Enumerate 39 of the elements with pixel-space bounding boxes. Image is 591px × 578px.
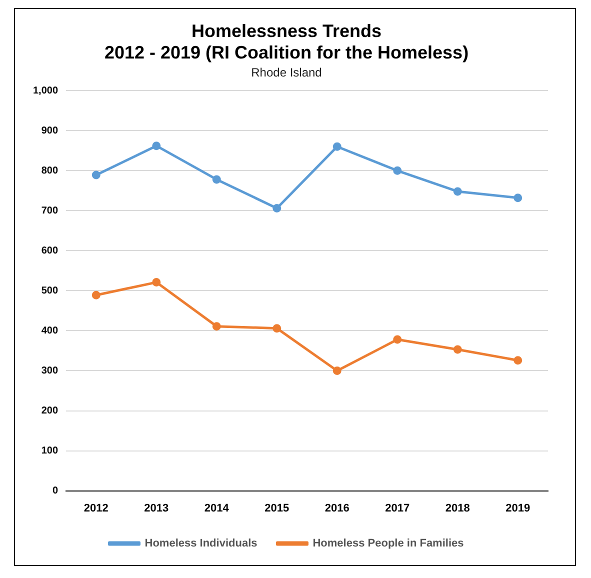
x-tick-label: 2018 xyxy=(445,502,470,514)
x-tick-label: 2019 xyxy=(506,502,530,514)
legend-label: Homeless Individuals xyxy=(144,538,258,550)
y-tick-label: 700 xyxy=(41,205,58,216)
x-tick-label: 2014 xyxy=(204,502,230,514)
point xyxy=(393,166,402,175)
point xyxy=(212,322,221,331)
x-tick-label: 2012 xyxy=(84,502,108,514)
y-tick-label: 100 xyxy=(41,446,58,457)
point xyxy=(514,356,522,365)
point xyxy=(212,175,221,184)
point xyxy=(272,324,282,333)
legend-label: Homeless People in Families xyxy=(312,538,464,550)
y-tick-label: 300 xyxy=(41,365,58,376)
chart-title: Homelessness Trends 2012 - 2019 (RI Coalition for the Homeless) xyxy=(104,20,469,62)
point xyxy=(152,278,161,287)
point xyxy=(332,142,342,151)
y-tick-label: 200 xyxy=(41,406,58,417)
y-tick-label: 500 xyxy=(41,285,58,296)
y-tick-label: 600 xyxy=(41,245,58,256)
y-tick-label: 800 xyxy=(41,165,58,176)
chart-subtitle: Rhode Island xyxy=(251,66,322,80)
y-tick-label: 400 xyxy=(41,325,58,336)
point xyxy=(453,345,462,354)
point xyxy=(453,187,462,196)
x-tick-label: 2013 xyxy=(144,502,169,514)
point xyxy=(272,204,282,213)
point xyxy=(152,142,161,150)
point xyxy=(92,170,100,180)
point xyxy=(332,366,342,375)
y-tick-label: 1,000 xyxy=(32,85,58,96)
y-tick-label: 900 xyxy=(41,125,58,136)
point xyxy=(514,194,522,202)
x-tick-label: 2015 xyxy=(264,502,290,514)
x-tick-label: 2017 xyxy=(385,502,410,514)
point xyxy=(92,290,100,300)
x-tick-label: 2016 xyxy=(324,502,350,514)
y-tick-label: 0 xyxy=(52,486,58,497)
point xyxy=(393,335,402,344)
